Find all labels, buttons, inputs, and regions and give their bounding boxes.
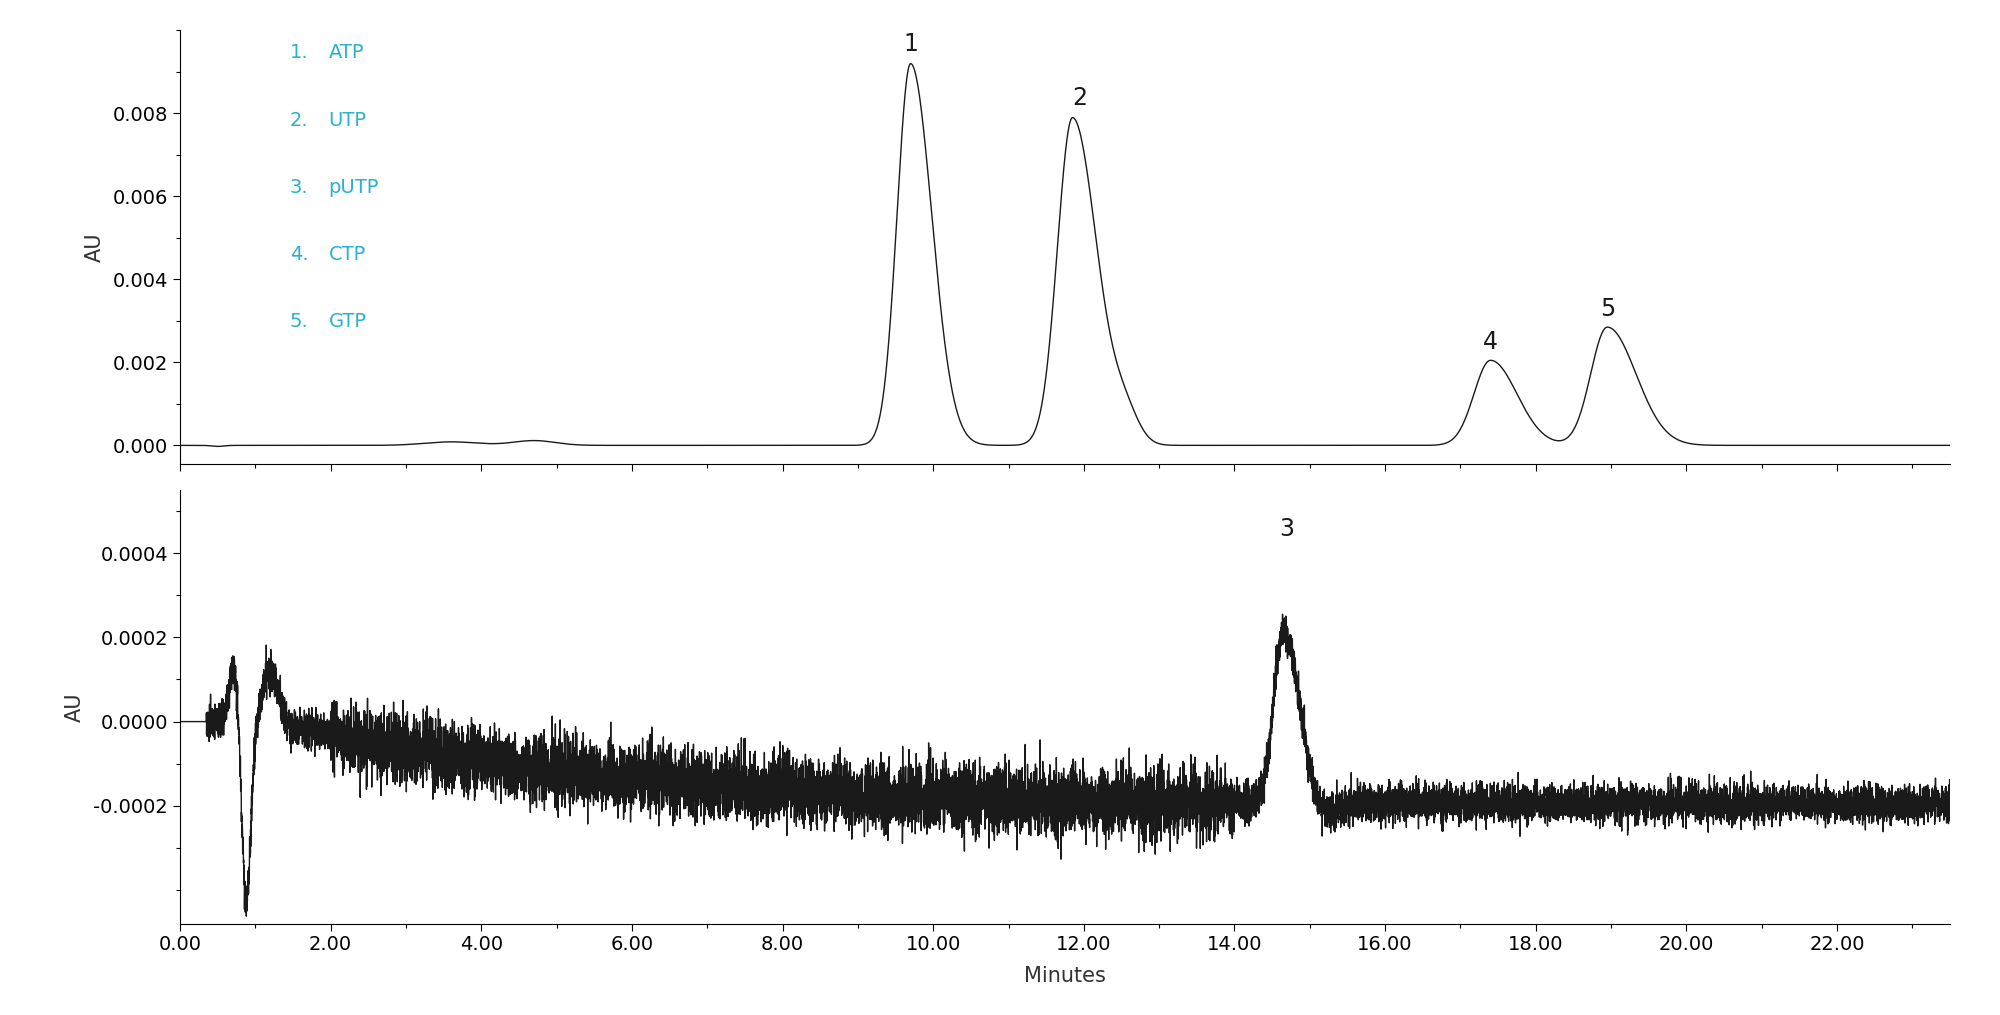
Text: 3: 3 [1280,518,1294,541]
Text: CTP: CTP [328,245,366,264]
X-axis label: Minutes: Minutes [1024,965,1106,986]
Text: 5.: 5. [290,313,308,331]
Text: 4: 4 [1484,330,1498,354]
Text: 2: 2 [1072,86,1088,110]
Text: UTP: UTP [328,111,366,130]
Text: 2.: 2. [290,111,308,130]
Text: GTP: GTP [328,313,366,331]
Text: 1: 1 [904,32,918,56]
Text: ATP: ATP [328,44,364,63]
Text: pUTP: pUTP [328,178,380,197]
Text: 4.: 4. [290,245,308,264]
Text: 1.: 1. [290,44,308,63]
Text: 3.: 3. [290,178,308,197]
Text: 5: 5 [1600,297,1614,321]
Y-axis label: AU: AU [66,692,86,722]
Y-axis label: AU: AU [84,232,104,262]
